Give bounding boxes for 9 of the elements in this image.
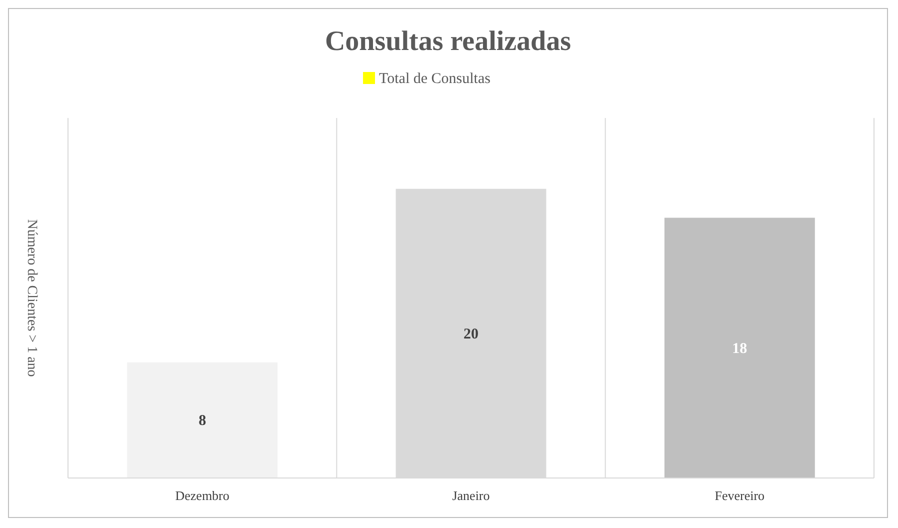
y-axis-title: Número de Clientes > 1 ano [24, 219, 39, 377]
data-label: 20 [464, 326, 478, 342]
x-tick-label: Dezembro [175, 488, 230, 503]
data-label: 8 [198, 413, 206, 430]
x-tick-label: Janeiro [452, 488, 490, 503]
data-label: 18 [732, 340, 748, 357]
x-tick-label: Fevereiro [714, 488, 765, 503]
chart-title: Consultas realizadas [324, 26, 572, 57]
text: Total de Consultas [379, 71, 491, 87]
